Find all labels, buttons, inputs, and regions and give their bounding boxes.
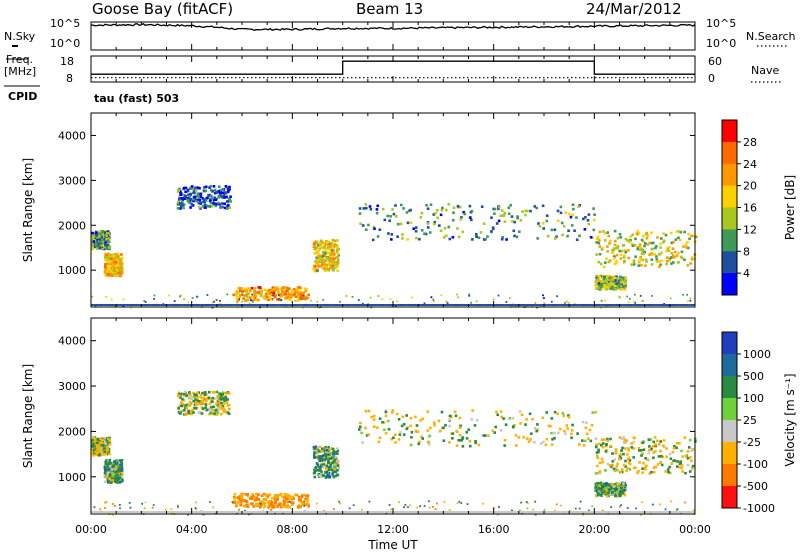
power-ytick-label: 3000 [58,174,86,187]
xtick-label: 16:00 [478,523,510,536]
heatmap-region [595,229,698,269]
noise-left-tick-bottom: 10^0 [50,37,81,50]
power-colorbar-swatch [722,185,737,208]
power-colorbar-swatch [722,120,737,143]
beam-title: Beam 13 [356,0,424,18]
freq-right-tick-bottom: 0 [708,72,715,85]
power-ytick-label: 4000 [58,129,86,142]
xtick-label: 12:00 [377,523,409,536]
noise-right-tick-bottom: 10^0 [706,37,737,50]
velocity-colorbar-tick-label: 25 [743,414,757,427]
heatmap-region [232,286,310,302]
velocity-ytick-label: 2000 [58,425,86,438]
heatmap-region [232,492,310,509]
scatter-specks [93,500,696,516]
velocity-heatmap [91,390,697,516]
velocity-ytick-label: 3000 [58,380,86,393]
freq-left-tick-top: 18 [60,55,74,68]
heatmap-region [594,481,628,498]
xtick-label: 00:00 [75,523,107,536]
noise-right-tick-top: 10^5 [706,17,737,30]
station-title: Goose Bay (fitACF) [92,0,234,18]
freq-series [91,60,695,75]
power-colorbar-label: Power [dB] [783,175,797,240]
power-heatmap [91,185,698,309]
noise-right-label: N.Search [746,30,796,43]
velocity-ytick-label: 4000 [58,335,86,348]
near-range-band [91,511,696,513]
velocity-colorbar-swatch [722,376,737,399]
power-ytick-label: 1000 [58,264,86,277]
velocity-colorbar-swatch [722,442,737,465]
xtick-label: 08:00 [276,523,308,536]
date-title: 24/Mar/2012 [586,0,682,18]
heatmap-region [358,409,597,448]
power-ytick-label: 2000 [58,219,86,232]
power-colorbar-swatch [722,163,737,187]
heatmap-region [103,252,124,278]
heatmap-region [176,185,232,210]
heatmap-region [103,458,124,484]
power-colorbar-tick-label: 8 [743,245,750,258]
velocity-colorbar-swatch [722,420,737,443]
power-colorbar-swatch [722,273,737,296]
power-colorbar-tick-label: 24 [743,158,757,171]
freq-left-label-2: [MHz] [4,65,37,78]
heatmap-region [594,274,628,291]
velocity-colorbar-label: Velocity [m s⁻¹] [783,373,797,466]
velocity-ytick-label: 1000 [58,471,86,484]
heatmap-region [358,203,596,242]
velocity-colorbar-tick-label: 1000 [743,348,771,361]
power-colorbar-swatch [722,229,737,252]
noise-left-tick-top: 10^5 [50,17,81,30]
power-colorbar-tick-label: 20 [743,180,757,193]
velocity-colorbar-tick-label: 100 [743,392,764,405]
velocity-colorbar-tick-label: -100 [743,458,768,471]
xlabel: Time UT [367,538,418,552]
velocity-colorbar-swatch [722,464,737,487]
power-colorbar-tick-label: 12 [743,223,757,236]
velocity-colorbar-tick-label: -500 [743,480,768,493]
velocity-ylabel: Slant Range [km] [21,364,35,468]
heatmap-region [312,238,341,273]
freq-right-tick-top: 60 [708,55,722,68]
scatter-specks [91,293,692,309]
nave-label: Nave [751,64,780,77]
velocity-colorbar-swatch [722,332,737,355]
velocity-colorbar-swatch [722,398,737,421]
cpid-value: tau (fast) 503 [94,92,180,105]
power-colorbar-swatch [722,251,737,274]
power-colorbar-tick-label: 4 [743,267,750,280]
power-colorbar-swatch [722,207,737,230]
power-colorbar-swatch [722,141,737,165]
power-colorbar-tick-label: 28 [743,136,757,149]
velocity-colorbar-tick-label: 500 [743,370,764,383]
heatmap-region [91,436,112,457]
near-range-band [91,304,696,306]
freq-left-tick-bottom: 8 [66,72,73,85]
velocity-colorbar-swatch [722,354,737,377]
power-ylabel: Slant Range [km] [21,158,35,262]
noise-left-label: N.Sky [4,30,36,43]
heatmap-region [594,436,697,475]
velocity-colorbar-tick-label: -25 [743,436,761,449]
xtick-label: 04:00 [176,523,208,536]
heatmap-region [176,390,231,416]
cpid-label: CPID [8,90,38,103]
heatmap-region [312,445,341,480]
heatmap-region [91,229,112,251]
velocity-colorbar-tick-label: -1000 [743,502,775,515]
power-colorbar-tick-label: 16 [743,202,757,215]
xtick-label: 20:00 [578,523,610,536]
xtick-label: 00:00 [679,523,711,536]
velocity-colorbar-swatch [722,486,737,509]
